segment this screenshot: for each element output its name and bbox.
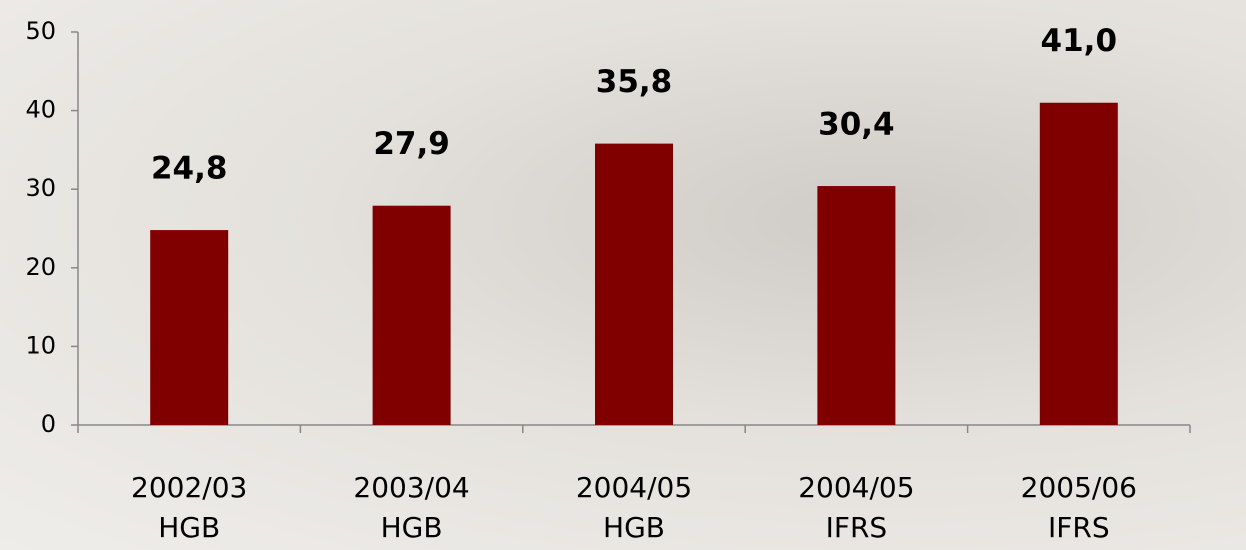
x-tick-label: 2002/03 HGB	[89, 468, 289, 548]
chart: 0 10 20 30 40 50 24,8 27,9 35,8 30,4 41,0 2002/03 …	[0, 0, 1246, 550]
x-tick-label: 2004/05 IFRS	[756, 468, 956, 548]
y-tick-label: 50	[25, 17, 56, 45]
y-tick-label: 10	[25, 331, 56, 359]
x-tick-label: 2004/05 HGB	[534, 468, 734, 548]
x-tick-label: 2003/04 HGB	[312, 468, 512, 548]
bar	[373, 206, 451, 425]
value-label: 41,0	[1041, 23, 1118, 59]
value-label: 27,9	[373, 126, 450, 162]
x-tick-label: 2005/06 IFRS	[979, 468, 1179, 548]
bar	[817, 186, 895, 425]
y-tick-label: 0	[41, 410, 56, 438]
y-tick-label: 40	[25, 96, 56, 124]
bar	[595, 144, 673, 425]
y-tick-label: 20	[25, 253, 56, 281]
value-label: 30,4	[818, 107, 895, 143]
bar	[150, 230, 228, 425]
value-label: 24,8	[151, 151, 228, 187]
y-tick-label: 30	[25, 174, 56, 202]
bar	[1040, 103, 1118, 425]
value-label: 35,8	[596, 64, 673, 100]
